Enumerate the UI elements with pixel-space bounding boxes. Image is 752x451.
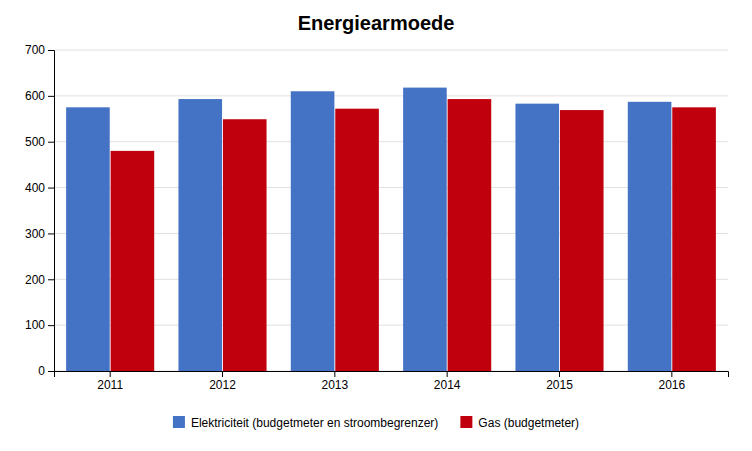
tick-label: 500 xyxy=(25,135,45,149)
tick-label: 600 xyxy=(25,89,45,103)
tick: 100 xyxy=(25,318,54,332)
tick: 600 xyxy=(25,89,54,103)
legend-swatch xyxy=(173,416,185,428)
tick-mark xyxy=(48,188,54,189)
tick-label: 2012 xyxy=(209,378,236,392)
bars xyxy=(66,88,716,371)
tick-mark xyxy=(48,325,54,326)
bar xyxy=(178,99,222,371)
tick-mark xyxy=(447,371,448,377)
grid-line xyxy=(54,279,728,280)
bar xyxy=(515,104,559,371)
chart: Energiearmoede 0 100 200 300 400 500 600 700 2011… xyxy=(0,0,752,451)
tick-mark xyxy=(110,371,111,377)
legend-item: Elektriciteit (budgetmeter en stroombegr… xyxy=(173,416,438,430)
axis-line xyxy=(55,372,729,378)
tick: 700 xyxy=(25,43,54,57)
tick-mark xyxy=(48,142,54,143)
legend-label: Elektriciteit (budgetmeter en stroombegr… xyxy=(191,416,438,430)
tick-label: 2016 xyxy=(658,378,685,392)
tick: 2016 xyxy=(658,371,685,392)
plot: 0100200300400500600700201120122013201420… xyxy=(25,43,729,391)
legend-label: Gas (budgetmeter) xyxy=(478,416,579,430)
tick-label: 400 xyxy=(25,181,45,195)
bar xyxy=(66,107,110,371)
tick: 500 xyxy=(25,135,54,149)
title: Energiearmoede xyxy=(298,12,455,34)
tick-label: 700 xyxy=(25,43,45,57)
tick-mark xyxy=(222,371,223,377)
y-axis: 0 100 200 300 400 500 600 700 xyxy=(25,43,55,378)
legend-item: Gas (budgetmeter) xyxy=(460,416,579,430)
tick-mark xyxy=(48,233,54,234)
tick: 300 xyxy=(25,227,54,241)
tick-label: 0 xyxy=(38,364,45,378)
tick: 2011 xyxy=(97,371,123,392)
tick-mark xyxy=(334,371,335,377)
bar xyxy=(223,119,267,371)
axis-line xyxy=(48,51,55,372)
tick-label: 100 xyxy=(25,318,45,332)
series xyxy=(111,99,716,371)
grid-line xyxy=(54,95,728,96)
grid-line xyxy=(54,50,728,51)
series xyxy=(66,88,671,371)
tick-mark xyxy=(48,371,54,372)
tick-label: 2015 xyxy=(546,378,573,392)
tick: 400 xyxy=(25,181,54,195)
tick: 0 xyxy=(38,364,54,378)
bar xyxy=(111,151,155,371)
bar xyxy=(560,110,604,371)
tick-mark xyxy=(559,371,560,377)
tick-mark xyxy=(48,279,54,280)
grid-line xyxy=(54,325,728,326)
tick-mark xyxy=(671,371,672,377)
tick: 2013 xyxy=(321,371,348,392)
x-axis: 2011 2012 2013 2014 2015 2016 xyxy=(55,371,729,392)
tick: 2012 xyxy=(209,371,236,392)
tick-label: 300 xyxy=(25,227,45,241)
tick-label: 2014 xyxy=(434,378,461,392)
bar xyxy=(448,99,492,371)
tick-mark xyxy=(48,96,54,97)
bar xyxy=(672,107,716,371)
legend: Elektriciteit (budgetmeter en stroombegr… xyxy=(173,416,579,430)
bar xyxy=(335,109,379,371)
legend-swatch xyxy=(460,416,472,428)
bar xyxy=(291,91,335,371)
grid-line xyxy=(54,233,728,234)
tick-mark xyxy=(48,50,54,51)
bar xyxy=(403,88,447,371)
tick: 200 xyxy=(25,273,54,287)
grid-line xyxy=(54,187,728,188)
grid-line xyxy=(54,141,728,142)
tick-label: 200 xyxy=(25,273,45,287)
bar xyxy=(628,102,672,371)
grid xyxy=(54,50,728,371)
tick-label: 2013 xyxy=(321,378,348,392)
tick: 2014 xyxy=(434,371,461,392)
tick-label: 2011 xyxy=(97,378,123,392)
tick: 2015 xyxy=(546,371,573,392)
